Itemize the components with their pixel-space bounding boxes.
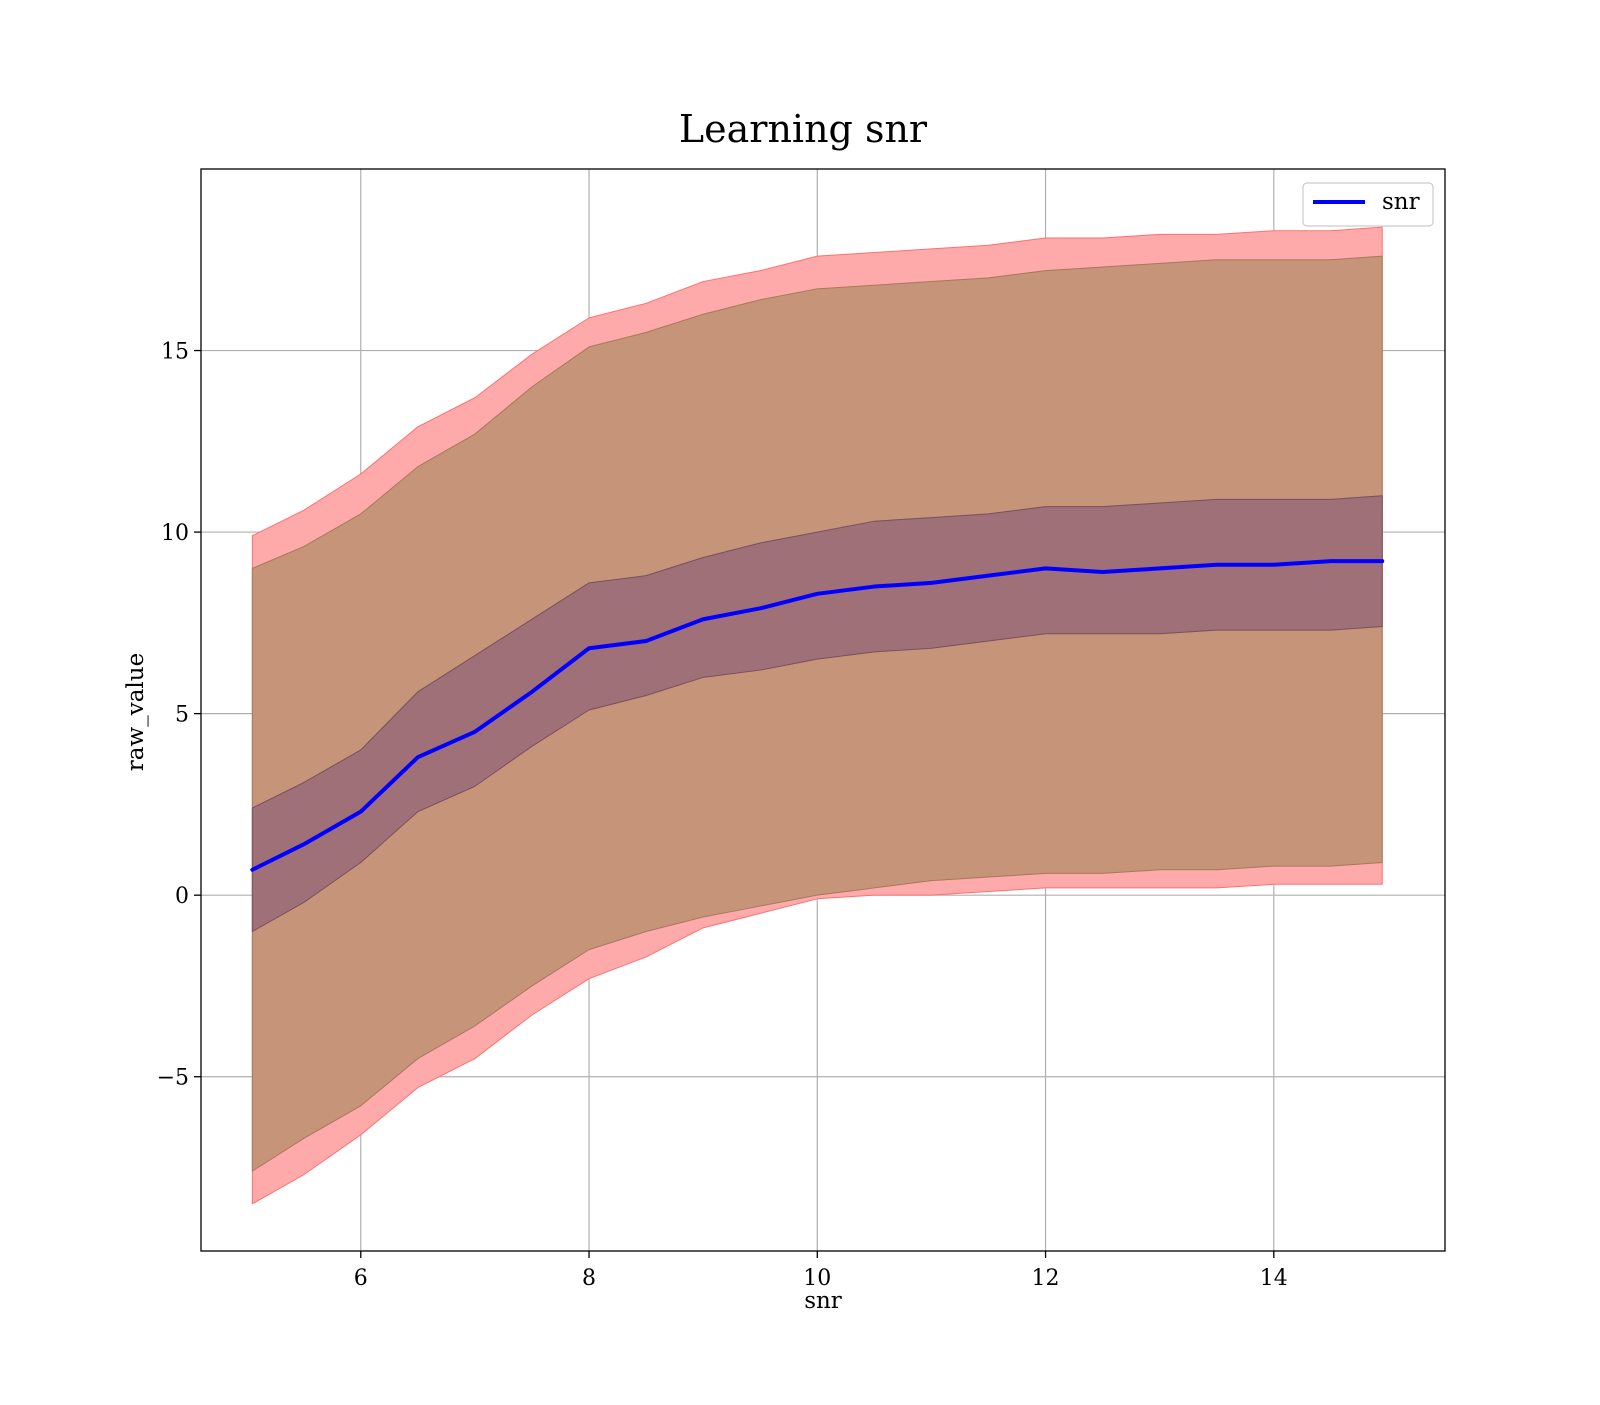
legend-box: [1302, 182, 1434, 227]
x-tick-label: 6: [354, 1266, 368, 1291]
y-axis-label: raw_value: [123, 653, 149, 771]
inner-band: [251, 495, 1383, 932]
x-axis-label: snr: [804, 1288, 842, 1314]
plot-area: 6 8 10 12 14 −5 0 5 10 15: [157, 168, 1446, 1291]
series-line-snr: [250, 559, 1385, 872]
x-tick-label: 12: [1032, 1266, 1060, 1291]
x-tick-label: 14: [1260, 1266, 1288, 1291]
y-tick-label: 5: [175, 703, 189, 728]
x-tick-label: 10: [803, 1266, 831, 1291]
y-tick-label: 15: [161, 340, 189, 365]
middle-band: [251, 255, 1383, 1172]
y-tick-label: −5: [157, 1066, 189, 1091]
y-tick-label: 0: [175, 884, 189, 909]
legend-label-snr: snr: [1382, 189, 1420, 215]
legend: snr: [1302, 182, 1434, 227]
x-tick-label: 8: [582, 1266, 596, 1291]
y-tick-label: 10: [161, 521, 189, 546]
chart-title: Learning snr: [679, 107, 928, 151]
plot-frame: [200, 168, 1446, 1252]
